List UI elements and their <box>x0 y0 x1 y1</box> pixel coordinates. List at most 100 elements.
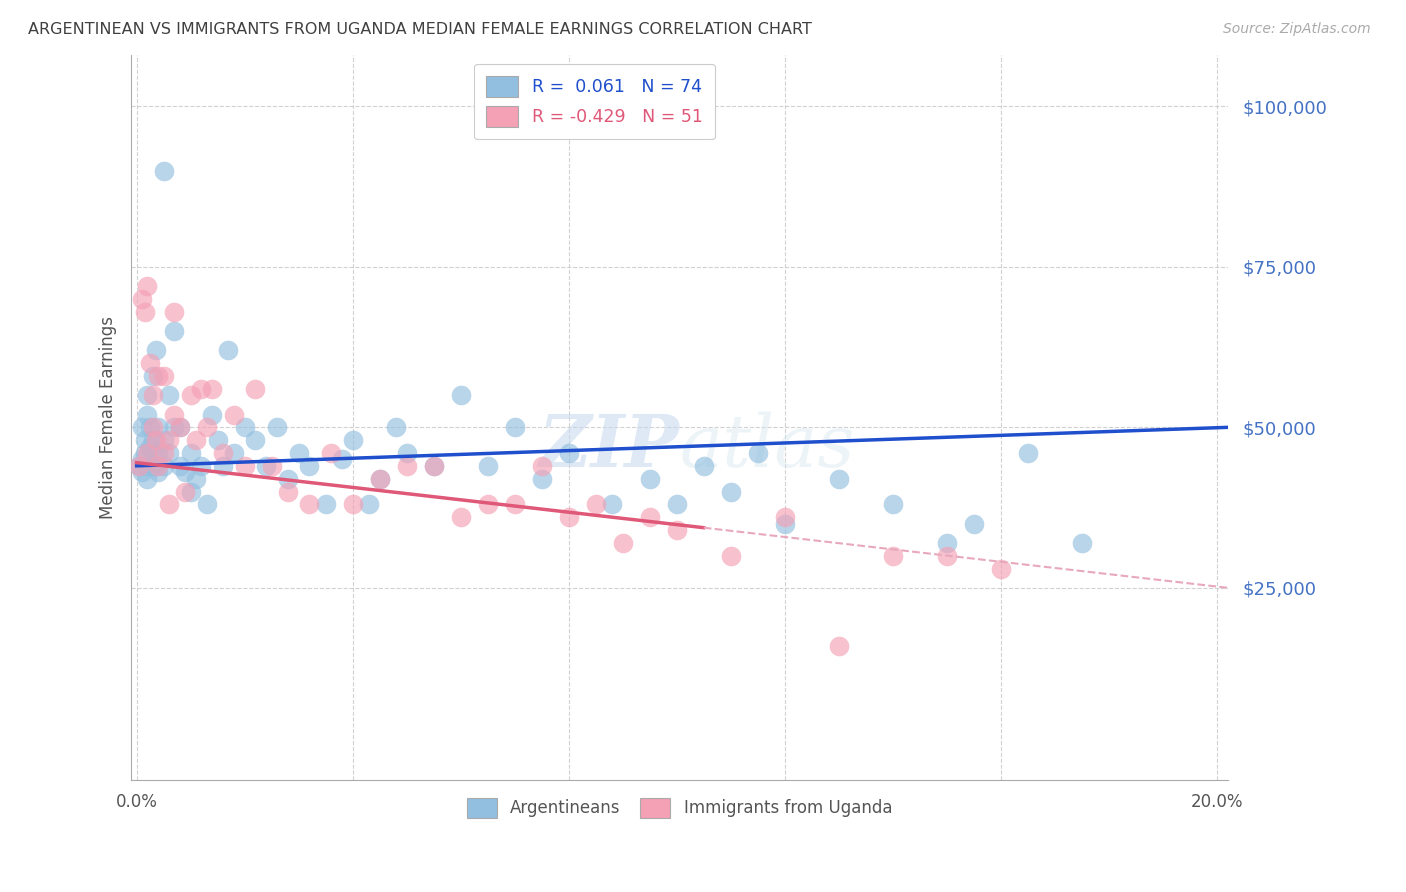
Point <box>935 536 957 550</box>
Point <box>163 324 186 338</box>
Point <box>882 549 904 563</box>
Point <box>693 458 716 473</box>
Point <box>233 420 256 434</box>
Point <box>190 458 212 473</box>
Point <box>136 446 159 460</box>
Point <box>136 458 159 473</box>
Point <box>882 497 904 511</box>
Point <box>222 446 245 460</box>
Y-axis label: Median Female Earnings: Median Female Earnings <box>100 317 117 519</box>
Point <box>342 497 364 511</box>
Point <box>298 497 321 511</box>
Point <box>217 343 239 358</box>
Point <box>773 516 796 531</box>
Point <box>585 497 607 511</box>
Point <box>503 420 526 434</box>
Point <box>245 433 267 447</box>
Point <box>169 420 191 434</box>
Point <box>131 452 153 467</box>
Point <box>747 446 769 460</box>
Point <box>450 510 472 524</box>
Point <box>163 420 186 434</box>
Point <box>1070 536 1092 550</box>
Point <box>142 446 165 460</box>
Point <box>157 433 180 447</box>
Point <box>935 549 957 563</box>
Point <box>169 458 191 473</box>
Point <box>148 465 170 479</box>
Point <box>136 279 159 293</box>
Point <box>385 420 408 434</box>
Point <box>212 458 235 473</box>
Point <box>212 446 235 460</box>
Point <box>142 420 165 434</box>
Point <box>148 446 170 460</box>
Point <box>720 549 742 563</box>
Point <box>134 433 156 447</box>
Point <box>357 497 380 511</box>
Point <box>142 458 165 473</box>
Point <box>828 472 851 486</box>
Point <box>180 388 202 402</box>
Point <box>157 497 180 511</box>
Point <box>142 433 165 447</box>
Point <box>477 497 499 511</box>
Point <box>319 446 342 460</box>
Point <box>638 510 661 524</box>
Point <box>368 472 391 486</box>
Point <box>128 458 150 473</box>
Point <box>163 305 186 319</box>
Point <box>157 388 180 402</box>
Point <box>174 484 197 499</box>
Point <box>477 458 499 473</box>
Point <box>152 458 174 473</box>
Point <box>136 408 159 422</box>
Point <box>131 465 153 479</box>
Point <box>180 484 202 499</box>
Point <box>222 408 245 422</box>
Point <box>184 433 207 447</box>
Point <box>422 458 444 473</box>
Point <box>139 420 162 434</box>
Point <box>139 356 162 370</box>
Point <box>201 408 224 422</box>
Point <box>190 382 212 396</box>
Point <box>277 472 299 486</box>
Point <box>368 472 391 486</box>
Text: ARGENTINEAN VS IMMIGRANTS FROM UGANDA MEDIAN FEMALE EARNINGS CORRELATION CHART: ARGENTINEAN VS IMMIGRANTS FROM UGANDA ME… <box>28 22 813 37</box>
Point <box>136 388 159 402</box>
Point <box>254 458 277 473</box>
Point <box>152 446 174 460</box>
Point <box>245 382 267 396</box>
Point <box>145 433 167 447</box>
Point <box>720 484 742 499</box>
Text: ZIP: ZIP <box>538 411 679 483</box>
Point <box>233 458 256 473</box>
Point <box>665 523 688 537</box>
Point <box>136 472 159 486</box>
Point <box>330 452 353 467</box>
Point <box>134 446 156 460</box>
Point <box>1017 446 1039 460</box>
Point <box>152 433 174 447</box>
Point <box>134 305 156 319</box>
Point <box>195 420 218 434</box>
Point <box>266 420 288 434</box>
Point <box>131 420 153 434</box>
Point <box>128 458 150 473</box>
Point <box>503 497 526 511</box>
Point <box>180 446 202 460</box>
Point <box>139 440 162 454</box>
Point <box>450 388 472 402</box>
Point <box>773 510 796 524</box>
Point <box>142 369 165 384</box>
Point <box>145 458 167 473</box>
Point <box>142 388 165 402</box>
Point <box>157 446 180 460</box>
Point <box>557 510 579 524</box>
Point <box>828 639 851 653</box>
Point <box>530 458 553 473</box>
Text: atlas: atlas <box>679 411 855 482</box>
Point <box>600 497 623 511</box>
Point <box>315 497 337 511</box>
